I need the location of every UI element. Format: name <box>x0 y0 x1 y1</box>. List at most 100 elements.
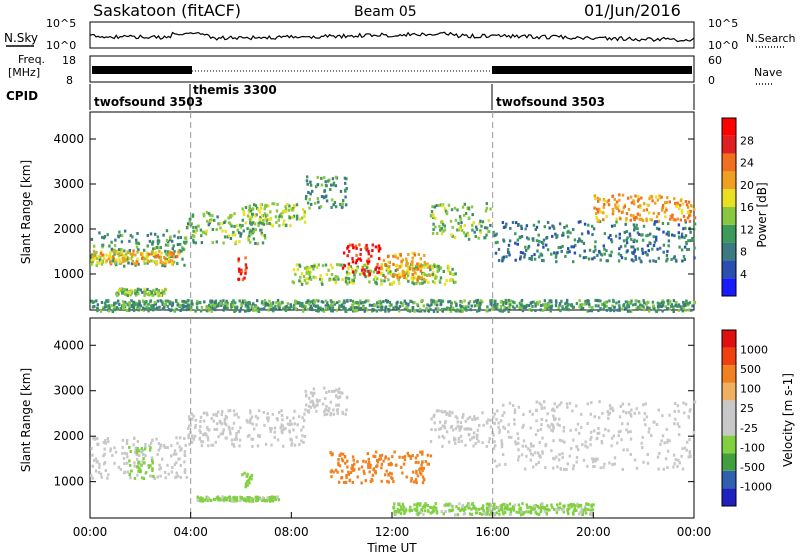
range-cell <box>368 269 371 273</box>
range-cell <box>648 197 651 201</box>
range-cell <box>517 405 521 409</box>
range-cell <box>306 281 309 285</box>
range-cell <box>225 498 228 502</box>
range-cell <box>332 181 336 185</box>
range-cell <box>96 260 99 264</box>
range-cell <box>638 213 641 217</box>
range-cell <box>393 450 396 454</box>
range-cell <box>284 210 287 213</box>
range-cell <box>441 410 444 414</box>
range-cell <box>389 270 392 273</box>
range-cell <box>320 308 324 312</box>
range-cell <box>493 421 496 425</box>
range-cell <box>92 436 95 440</box>
range-cell <box>620 256 624 260</box>
range-cell <box>510 507 513 511</box>
range-cell <box>356 460 359 464</box>
range-cell <box>357 304 361 308</box>
range-cell <box>535 408 538 412</box>
range-cell <box>634 255 637 259</box>
range-cell <box>380 265 383 269</box>
range-cell <box>251 306 255 310</box>
range-cell <box>686 440 689 444</box>
range-cell <box>125 452 129 456</box>
range-cell <box>332 300 336 304</box>
range-cell <box>118 253 121 257</box>
range-cell <box>420 508 423 512</box>
range-cell <box>649 242 652 246</box>
range-cell <box>407 267 410 270</box>
range-cell <box>120 234 124 238</box>
range-cell <box>648 211 651 215</box>
range-cell <box>632 223 636 227</box>
range-cell <box>418 309 422 313</box>
range-cell <box>159 299 162 303</box>
range-cell <box>416 512 420 516</box>
range-cell <box>593 206 596 210</box>
range-cell <box>301 208 305 211</box>
range-cell <box>259 498 262 501</box>
range-cell <box>352 281 355 285</box>
range-cell <box>145 300 148 303</box>
range-cell <box>241 224 244 228</box>
range-cell <box>497 506 500 510</box>
range-cell <box>667 222 670 226</box>
range-cell <box>370 477 373 481</box>
range-cell <box>177 457 180 461</box>
range-cell <box>209 499 213 502</box>
range-cell <box>555 300 558 304</box>
range-cell <box>302 275 306 278</box>
range-cell <box>380 479 383 483</box>
range-cell <box>659 302 662 306</box>
range-cell <box>534 451 537 455</box>
range-cell <box>618 247 621 251</box>
range-cell <box>309 391 313 395</box>
range-cell <box>345 480 348 484</box>
range-cell <box>580 425 583 429</box>
range-cell <box>280 215 284 219</box>
range-cell <box>684 308 688 312</box>
range-cell <box>428 266 431 269</box>
range-cell <box>289 224 292 228</box>
range-cell <box>136 287 140 291</box>
range-cell <box>336 470 339 474</box>
range-cell <box>191 213 195 217</box>
range-cell <box>656 301 660 305</box>
range-cell <box>341 412 344 416</box>
range-cell <box>520 453 524 457</box>
range-cell <box>618 304 621 308</box>
range-cell <box>256 416 260 420</box>
range-cell <box>143 302 146 306</box>
range-cell <box>158 249 161 253</box>
range-cell <box>246 434 250 438</box>
range-cell <box>234 242 237 246</box>
range-cell <box>107 304 110 308</box>
range-cell <box>129 234 132 237</box>
range-cell <box>293 303 296 307</box>
range-cell <box>434 428 437 432</box>
range-cell <box>545 504 549 508</box>
range-cell <box>614 234 618 238</box>
range-cell <box>176 474 180 478</box>
range-cell <box>221 222 224 225</box>
range-cell <box>642 208 646 212</box>
range-cell <box>453 300 457 304</box>
range-cell <box>143 461 146 465</box>
range-cell <box>382 258 386 262</box>
range-cell <box>555 260 558 264</box>
cpid-mode-2: themis 3300 <box>193 83 277 97</box>
range-cell <box>378 257 381 261</box>
range-cell <box>165 258 169 262</box>
range-cell <box>247 498 250 502</box>
range-cell <box>587 508 590 512</box>
range-cell <box>351 455 355 459</box>
range-cell <box>650 195 654 199</box>
range-cell <box>517 224 520 227</box>
range-cell <box>128 473 131 477</box>
range-cell <box>93 256 97 260</box>
range-cell <box>552 507 556 511</box>
range-cell <box>376 271 379 275</box>
range-cell <box>157 448 160 452</box>
range-cell <box>527 244 531 248</box>
